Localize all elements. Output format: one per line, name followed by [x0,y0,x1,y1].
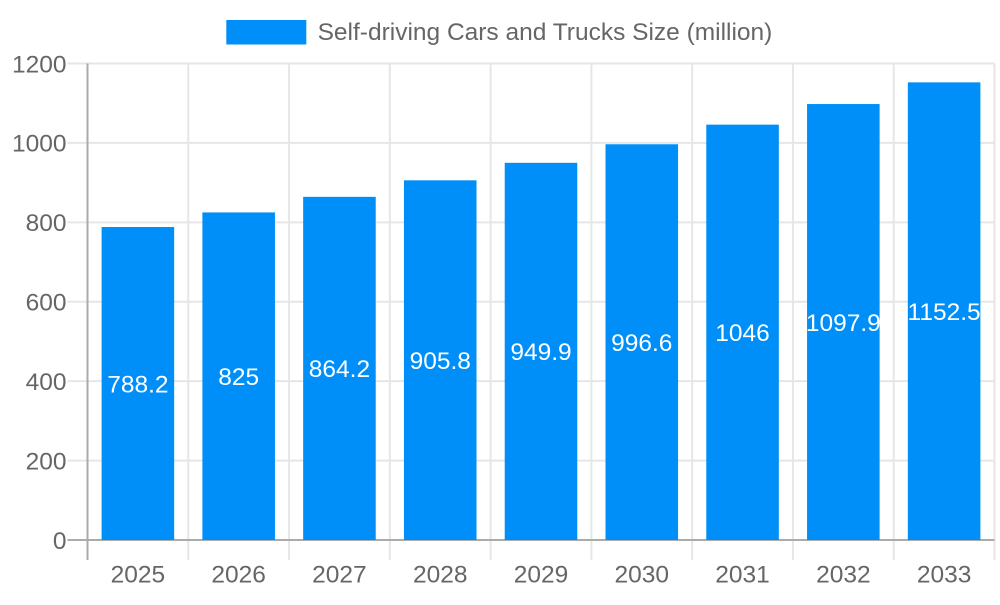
svg-text:1200: 1200 [12,51,67,78]
svg-text:1046: 1046 [715,320,770,347]
svg-text:200: 200 [26,448,67,475]
svg-text:825: 825 [218,364,259,391]
svg-text:996.6: 996.6 [611,330,672,357]
svg-text:2029: 2029 [514,561,569,588]
svg-text:2030: 2030 [615,561,670,588]
svg-text:864.2: 864.2 [309,356,370,383]
svg-text:2033: 2033 [917,561,972,588]
svg-text:2032: 2032 [816,561,871,588]
svg-text:1152.5: 1152.5 [908,299,981,326]
svg-text:0: 0 [53,528,67,555]
svg-text:2026: 2026 [211,561,266,588]
svg-text:949.9: 949.9 [510,339,571,366]
svg-text:1097.9: 1097.9 [806,310,881,337]
svg-text:Self-driving Cars and Trucks S: Self-driving Cars and Trucks Size (milli… [318,19,773,46]
svg-text:788.2: 788.2 [107,371,168,398]
svg-text:2031: 2031 [715,561,770,588]
svg-text:905.8: 905.8 [410,348,471,375]
svg-text:2025: 2025 [111,561,166,588]
svg-text:800: 800 [26,210,67,237]
svg-text:400: 400 [26,369,67,396]
svg-text:600: 600 [26,290,67,317]
svg-text:2028: 2028 [413,561,468,588]
svg-text:2027: 2027 [312,561,367,588]
svg-text:1000: 1000 [12,131,67,158]
